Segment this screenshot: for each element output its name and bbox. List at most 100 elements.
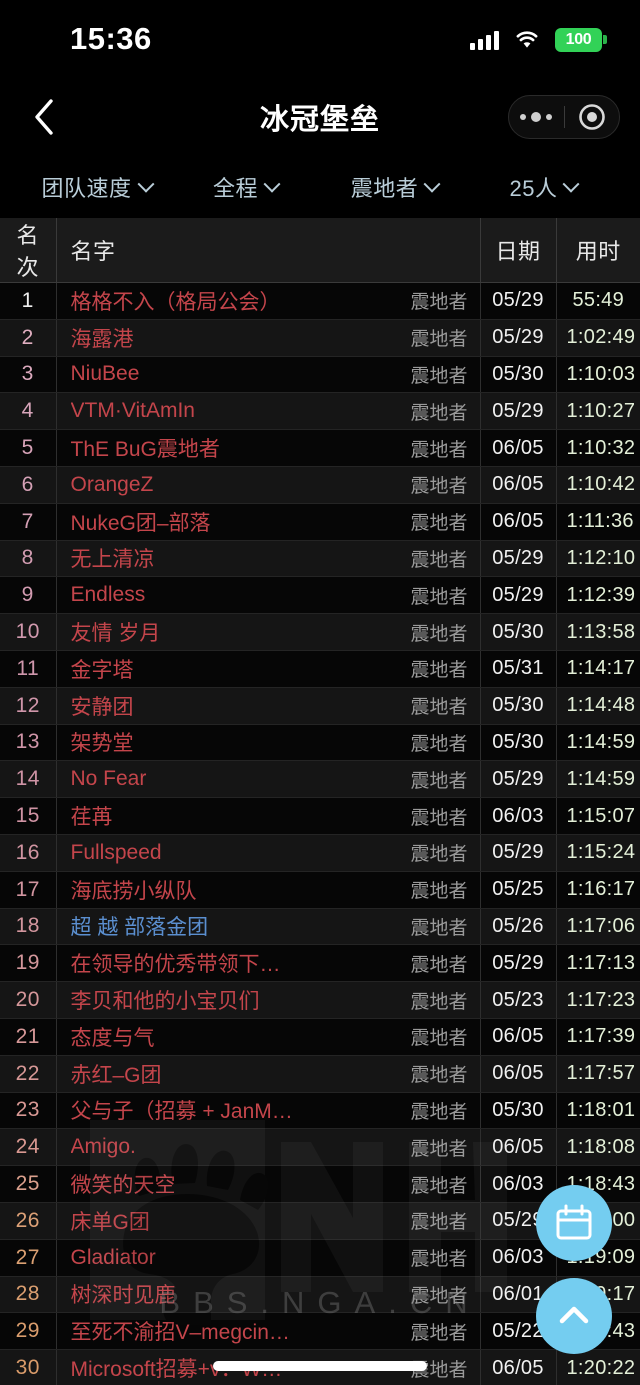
- filter-range[interactable]: 全程: [171, 171, 320, 203]
- table-row[interactable]: 15 荏苒 震地者 06/03 1:15:07: [0, 797, 640, 835]
- scroll-to-top-fab[interactable]: [536, 1278, 612, 1354]
- guild-name-label: VTM·VitAmIn: [70, 399, 195, 423]
- table-row[interactable]: 6 OrangeZ 震地者 06/05 1:10:42: [0, 466, 640, 504]
- filter-sort-mode-label: 团队速度: [41, 176, 132, 201]
- table-row[interactable]: 2 海露港 震地者 05/29 1:02:49: [0, 319, 640, 357]
- cell-date: 06/05: [480, 1128, 557, 1167]
- filter-range-label: 全程: [212, 176, 258, 201]
- cell-date: 05/25: [480, 871, 557, 909]
- cell-rank: 15: [0, 797, 57, 835]
- battery-icon: 100: [555, 28, 607, 52]
- cell-date: 06/05: [480, 429, 557, 467]
- cell-duration: 1:02:49: [556, 319, 640, 357]
- cell-name-and-role: Amigo. 震地者: [56, 1128, 481, 1167]
- cellular-signal-icon: [470, 30, 499, 50]
- chevron-up-icon: [559, 1306, 589, 1324]
- more-dots-icon[interactable]: [509, 112, 564, 122]
- table-row[interactable]: 25 微笑的天空 震地者 06/03 1:18:43: [0, 1165, 640, 1203]
- table-row[interactable]: 1 格格不入（格局公会） 震地者 05/29 55:49: [0, 282, 640, 320]
- cell-rank: 24: [0, 1128, 57, 1167]
- table-row[interactable]: 14 No Fear 震地者 05/29 1:14:59: [0, 760, 640, 799]
- table-row[interactable]: 18 超 越 部落金团 震地者 05/26 1:17:06: [0, 908, 640, 946]
- column-header-name[interactable]: 名字: [56, 218, 481, 283]
- back-button[interactable]: [24, 97, 64, 137]
- cell-date: 06/03: [480, 797, 557, 835]
- table-row[interactable]: 19 在领导的优秀带领下… 震地者 05/29 1:17:13: [0, 944, 640, 983]
- cell-name-and-role: 金字塔 震地者: [56, 650, 481, 688]
- table-row[interactable]: 4 VTM·VitAmIn 震地者 05/29 1:10:27: [0, 392, 640, 431]
- table-row[interactable]: 11 金字塔 震地者 05/31 1:14:17: [0, 650, 640, 688]
- cell-rank: 17: [0, 871, 57, 909]
- table-row[interactable]: 16 Fullspeed 震地者 05/29 1:15:24: [0, 834, 640, 872]
- filter-boss[interactable]: 震地者: [320, 171, 469, 203]
- guild-name-label: 格格不入（格局公会）: [70, 290, 281, 314]
- table-row[interactable]: 24 Amigo. 震地者 06/05 1:18:08: [0, 1128, 640, 1167]
- target-circle-icon[interactable]: [565, 102, 620, 132]
- table-row[interactable]: 8 无上清凉 震地者 05/29 1:12:10: [0, 540, 640, 578]
- guild-name-label: No Fear: [70, 767, 147, 791]
- cell-name-and-role: 微笑的天空 震地者: [56, 1165, 481, 1203]
- cell-name-and-role: No Fear 震地者: [56, 760, 481, 799]
- boss-role-label: 震地者: [410, 549, 468, 571]
- guild-name-label: 无上清凉: [70, 548, 155, 572]
- cell-name-and-role: NukeG团–部落 震地者: [56, 503, 481, 541]
- table-row[interactable]: 23 父与子（招募 + JanM… 震地者 05/30 1:18:01: [0, 1092, 640, 1130]
- cell-rank: 25: [0, 1165, 57, 1203]
- calendar-icon: [556, 1204, 592, 1240]
- table-row[interactable]: 7 NukeG团–部落 震地者 06/05 1:11:36: [0, 503, 640, 541]
- chevron-down-icon: [562, 175, 580, 193]
- cell-duration: 1:14:48: [556, 687, 640, 725]
- cell-duration: 1:20:22: [556, 1349, 640, 1385]
- cell-date: 05/30: [480, 356, 557, 394]
- boss-role-label: 震地者: [410, 1212, 468, 1234]
- table-row[interactable]: 9 Endless 震地者 05/29 1:12:39: [0, 576, 640, 615]
- column-header-date[interactable]: 日期: [480, 218, 557, 283]
- boss-role-label: 震地者: [410, 623, 468, 645]
- table-row[interactable]: 22 赤红–G团 震地者 06/05 1:17:57: [0, 1055, 640, 1093]
- boss-role-label: 震地者: [410, 476, 468, 498]
- cell-duration: 1:15:07: [556, 797, 640, 835]
- boss-role-label: 震地者: [410, 954, 468, 976]
- boss-role-label: 震地者: [410, 770, 468, 792]
- filter-sort-mode[interactable]: 团队速度: [22, 171, 171, 203]
- cell-date: 05/30: [480, 687, 557, 725]
- cell-name-and-role: 架势堂 震地者: [56, 724, 481, 762]
- cell-name-and-role: Endless 震地者: [56, 576, 481, 615]
- chevron-down-icon: [263, 175, 281, 193]
- boss-role-label: 震地者: [410, 292, 468, 314]
- cell-date: 05/29: [480, 282, 557, 320]
- table-row[interactable]: 13 架势堂 震地者 05/30 1:14:59: [0, 724, 640, 762]
- table-body: 1 格格不入（格局公会） 震地者 05/29 55:49 2 海露港 震地者 05/29 1:02…: [0, 282, 640, 1385]
- chevron-down-icon: [423, 175, 441, 193]
- cell-rank: 4: [0, 392, 57, 431]
- table-row[interactable]: 3 NiuBee 震地者 05/30 1:10:03: [0, 356, 640, 394]
- table-row[interactable]: 5 ThE BuG震地者 震地者 06/05 1:10:32: [0, 429, 640, 467]
- column-header-time[interactable]: 用时: [556, 218, 640, 283]
- guild-name-label: 赤红–G团: [70, 1063, 162, 1087]
- guild-name-label: 微笑的天空: [70, 1174, 176, 1198]
- wifi-icon: [514, 30, 540, 50]
- table-row[interactable]: 10 友情 岁月 震地者 05/30 1:13:58: [0, 613, 640, 651]
- column-header-rank[interactable]: 名次: [0, 218, 57, 283]
- table-row[interactable]: 21 态度与气 震地者 06/05 1:17:39: [0, 1018, 640, 1056]
- cell-name-and-role: 超 越 部落金团 震地者: [56, 908, 481, 946]
- filter-raid-size-label: 25人: [509, 176, 558, 201]
- table-row[interactable]: 20 李贝和他的小宝贝们 震地者 05/23 1:17:23: [0, 981, 640, 1019]
- calendar-fab[interactable]: [536, 1185, 612, 1261]
- miniprogram-capsule: [508, 95, 620, 139]
- cell-rank: 9: [0, 576, 57, 615]
- cell-rank: 18: [0, 908, 57, 946]
- boss-role-label: 震地者: [410, 733, 468, 755]
- table-row[interactable]: 17 海底捞小纵队 震地者 05/25 1:16:17: [0, 871, 640, 909]
- filter-raid-size[interactable]: 25人: [469, 171, 618, 203]
- guild-name-label: ThE BuG震地者: [70, 438, 220, 462]
- cell-name-and-role: 格格不入（格局公会） 震地者: [56, 282, 481, 320]
- table-row[interactable]: 12 安静团 震地者 05/30 1:14:48: [0, 687, 640, 725]
- cell-name-and-role: 海露港 震地者: [56, 319, 481, 357]
- table-row[interactable]: 27 Gladiator 震地者 06/03 1:19:09: [0, 1239, 640, 1277]
- cell-rank: 3: [0, 356, 57, 394]
